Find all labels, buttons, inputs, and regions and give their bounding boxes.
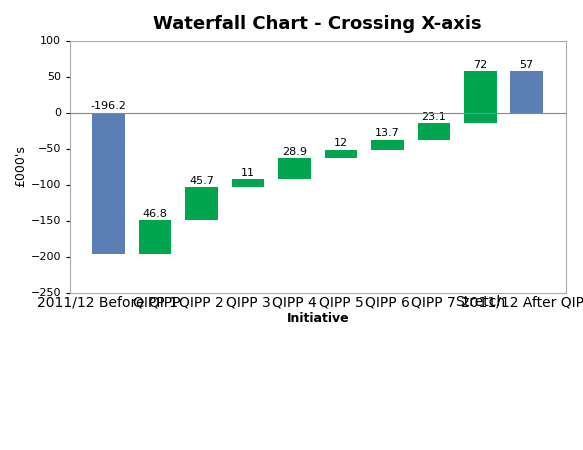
- X-axis label: Initiative: Initiative: [286, 312, 349, 325]
- Bar: [325, 150, 357, 158]
- Bar: [417, 123, 450, 140]
- Bar: [93, 112, 125, 254]
- Bar: [464, 72, 497, 123]
- Bar: [511, 72, 543, 112]
- Y-axis label: £000's: £000's: [15, 145, 27, 188]
- Title: Waterfall Chart - Crossing X-axis: Waterfall Chart - Crossing X-axis: [153, 15, 482, 33]
- Text: 45.7: 45.7: [189, 176, 214, 186]
- Text: 12: 12: [334, 138, 348, 148]
- Text: 46.8: 46.8: [143, 209, 168, 219]
- Text: 57: 57: [519, 60, 534, 70]
- Text: -196.2: -196.2: [91, 101, 127, 111]
- Text: 23.1: 23.1: [422, 112, 446, 122]
- Bar: [139, 220, 171, 254]
- Text: 28.9: 28.9: [282, 147, 307, 157]
- Text: 72: 72: [473, 60, 487, 70]
- Text: 13.7: 13.7: [375, 129, 400, 139]
- Bar: [232, 179, 264, 187]
- Bar: [371, 140, 403, 150]
- Bar: [185, 187, 218, 220]
- Text: 11: 11: [241, 168, 255, 178]
- Bar: [278, 158, 311, 179]
